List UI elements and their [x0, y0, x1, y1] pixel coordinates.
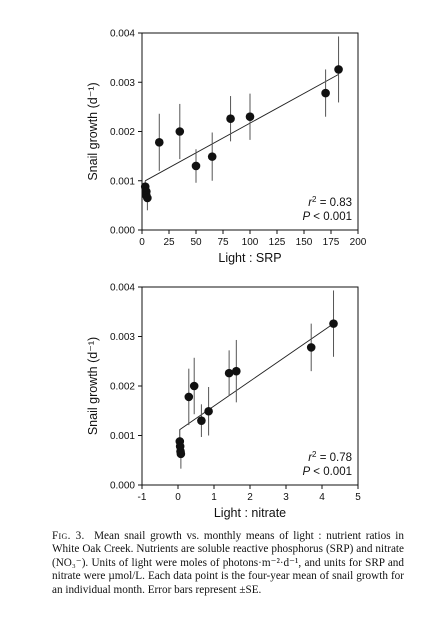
y-tick-label: 0.004: [110, 283, 135, 294]
x-tick-label: 3: [283, 492, 289, 503]
data-point: [154, 138, 164, 147]
data-point: [175, 127, 185, 136]
p-value-label: P < 0.001: [302, 211, 352, 223]
data-point: [204, 406, 213, 416]
regression-line: [144, 74, 339, 182]
data-point: [184, 392, 194, 402]
y-tick-label: 0.000: [110, 226, 135, 237]
data-point: [143, 193, 152, 203]
data-point: [189, 381, 199, 391]
x-tick-label: 25: [163, 237, 175, 248]
data-point: [306, 343, 316, 352]
x-tick-label: 50: [190, 237, 202, 248]
y-tick-label: 0.000: [110, 481, 135, 492]
chart-light-srp: 0 25 50 75 100 125 150 175 200 0.000 0.001 0.002 0.0…: [86, 29, 367, 266]
data-point: [334, 65, 343, 74]
y-tick-label: 0.003: [110, 332, 135, 343]
x-tick-label: -1: [138, 492, 147, 503]
r-squared-label: r2 = 0.83: [308, 195, 352, 210]
x-tick-label: 0: [175, 492, 181, 503]
x-tick-label: 1: [211, 492, 217, 503]
y-axis-label: Snail growth (d⁻¹): [86, 82, 100, 180]
data-point: [226, 114, 235, 123]
x-axis-label: Light : nitrate: [214, 506, 286, 520]
data-point: [245, 112, 255, 122]
x-tick-label: 0: [139, 237, 145, 248]
x-tick-label: 150: [296, 237, 313, 248]
data-point: [197, 416, 206, 425]
x-tick-label: 200: [350, 237, 367, 248]
x-tick-label: 75: [217, 237, 229, 248]
data-point: [329, 319, 338, 328]
y-tick-label: 0.002: [110, 382, 135, 393]
r-squared-label: r2 = 0.78: [308, 450, 352, 465]
caption-text: Mean snail growth vs. monthly means of l…: [52, 530, 404, 596]
x-tick-label: 2: [247, 492, 253, 503]
x-tick-label: 4: [319, 492, 325, 503]
x-tick-label: 175: [323, 237, 340, 248]
p-value-label: P < 0.001: [302, 466, 352, 478]
y-axis-label: Snail growth (d⁻¹): [86, 337, 100, 435]
data-point: [224, 368, 234, 378]
x-tick-label: 100: [242, 237, 259, 248]
x-tick-label: 5: [355, 492, 361, 503]
x-tick-label: 125: [269, 237, 286, 248]
chart-light-nitrate: -1 0 1 2 3 4 5 0.000 0.001 0.002 0.003 0.004 Light :…: [86, 283, 361, 521]
y-tick-label: 0.002: [110, 127, 135, 138]
y-tick-label: 0.004: [110, 29, 135, 40]
data-point: [191, 161, 201, 171]
y-tick-label: 0.001: [110, 431, 135, 442]
data-point: [232, 366, 241, 376]
x-axis-label: Light : SRP: [218, 251, 281, 265]
y-tick-label: 0.001: [110, 176, 135, 187]
y-tick-label: 0.003: [110, 78, 135, 89]
data-point: [207, 152, 217, 161]
caption-label: Fig. 3.: [52, 530, 85, 542]
figure: 0 25 50 75 100 125 150 175 2000.0000.0010.0020.0…: [86, 29, 367, 521]
figure-caption: Fig. 3. Mean snail growth vs. monthly me…: [52, 530, 404, 597]
data-point: [176, 449, 186, 459]
data-point: [321, 88, 330, 98]
